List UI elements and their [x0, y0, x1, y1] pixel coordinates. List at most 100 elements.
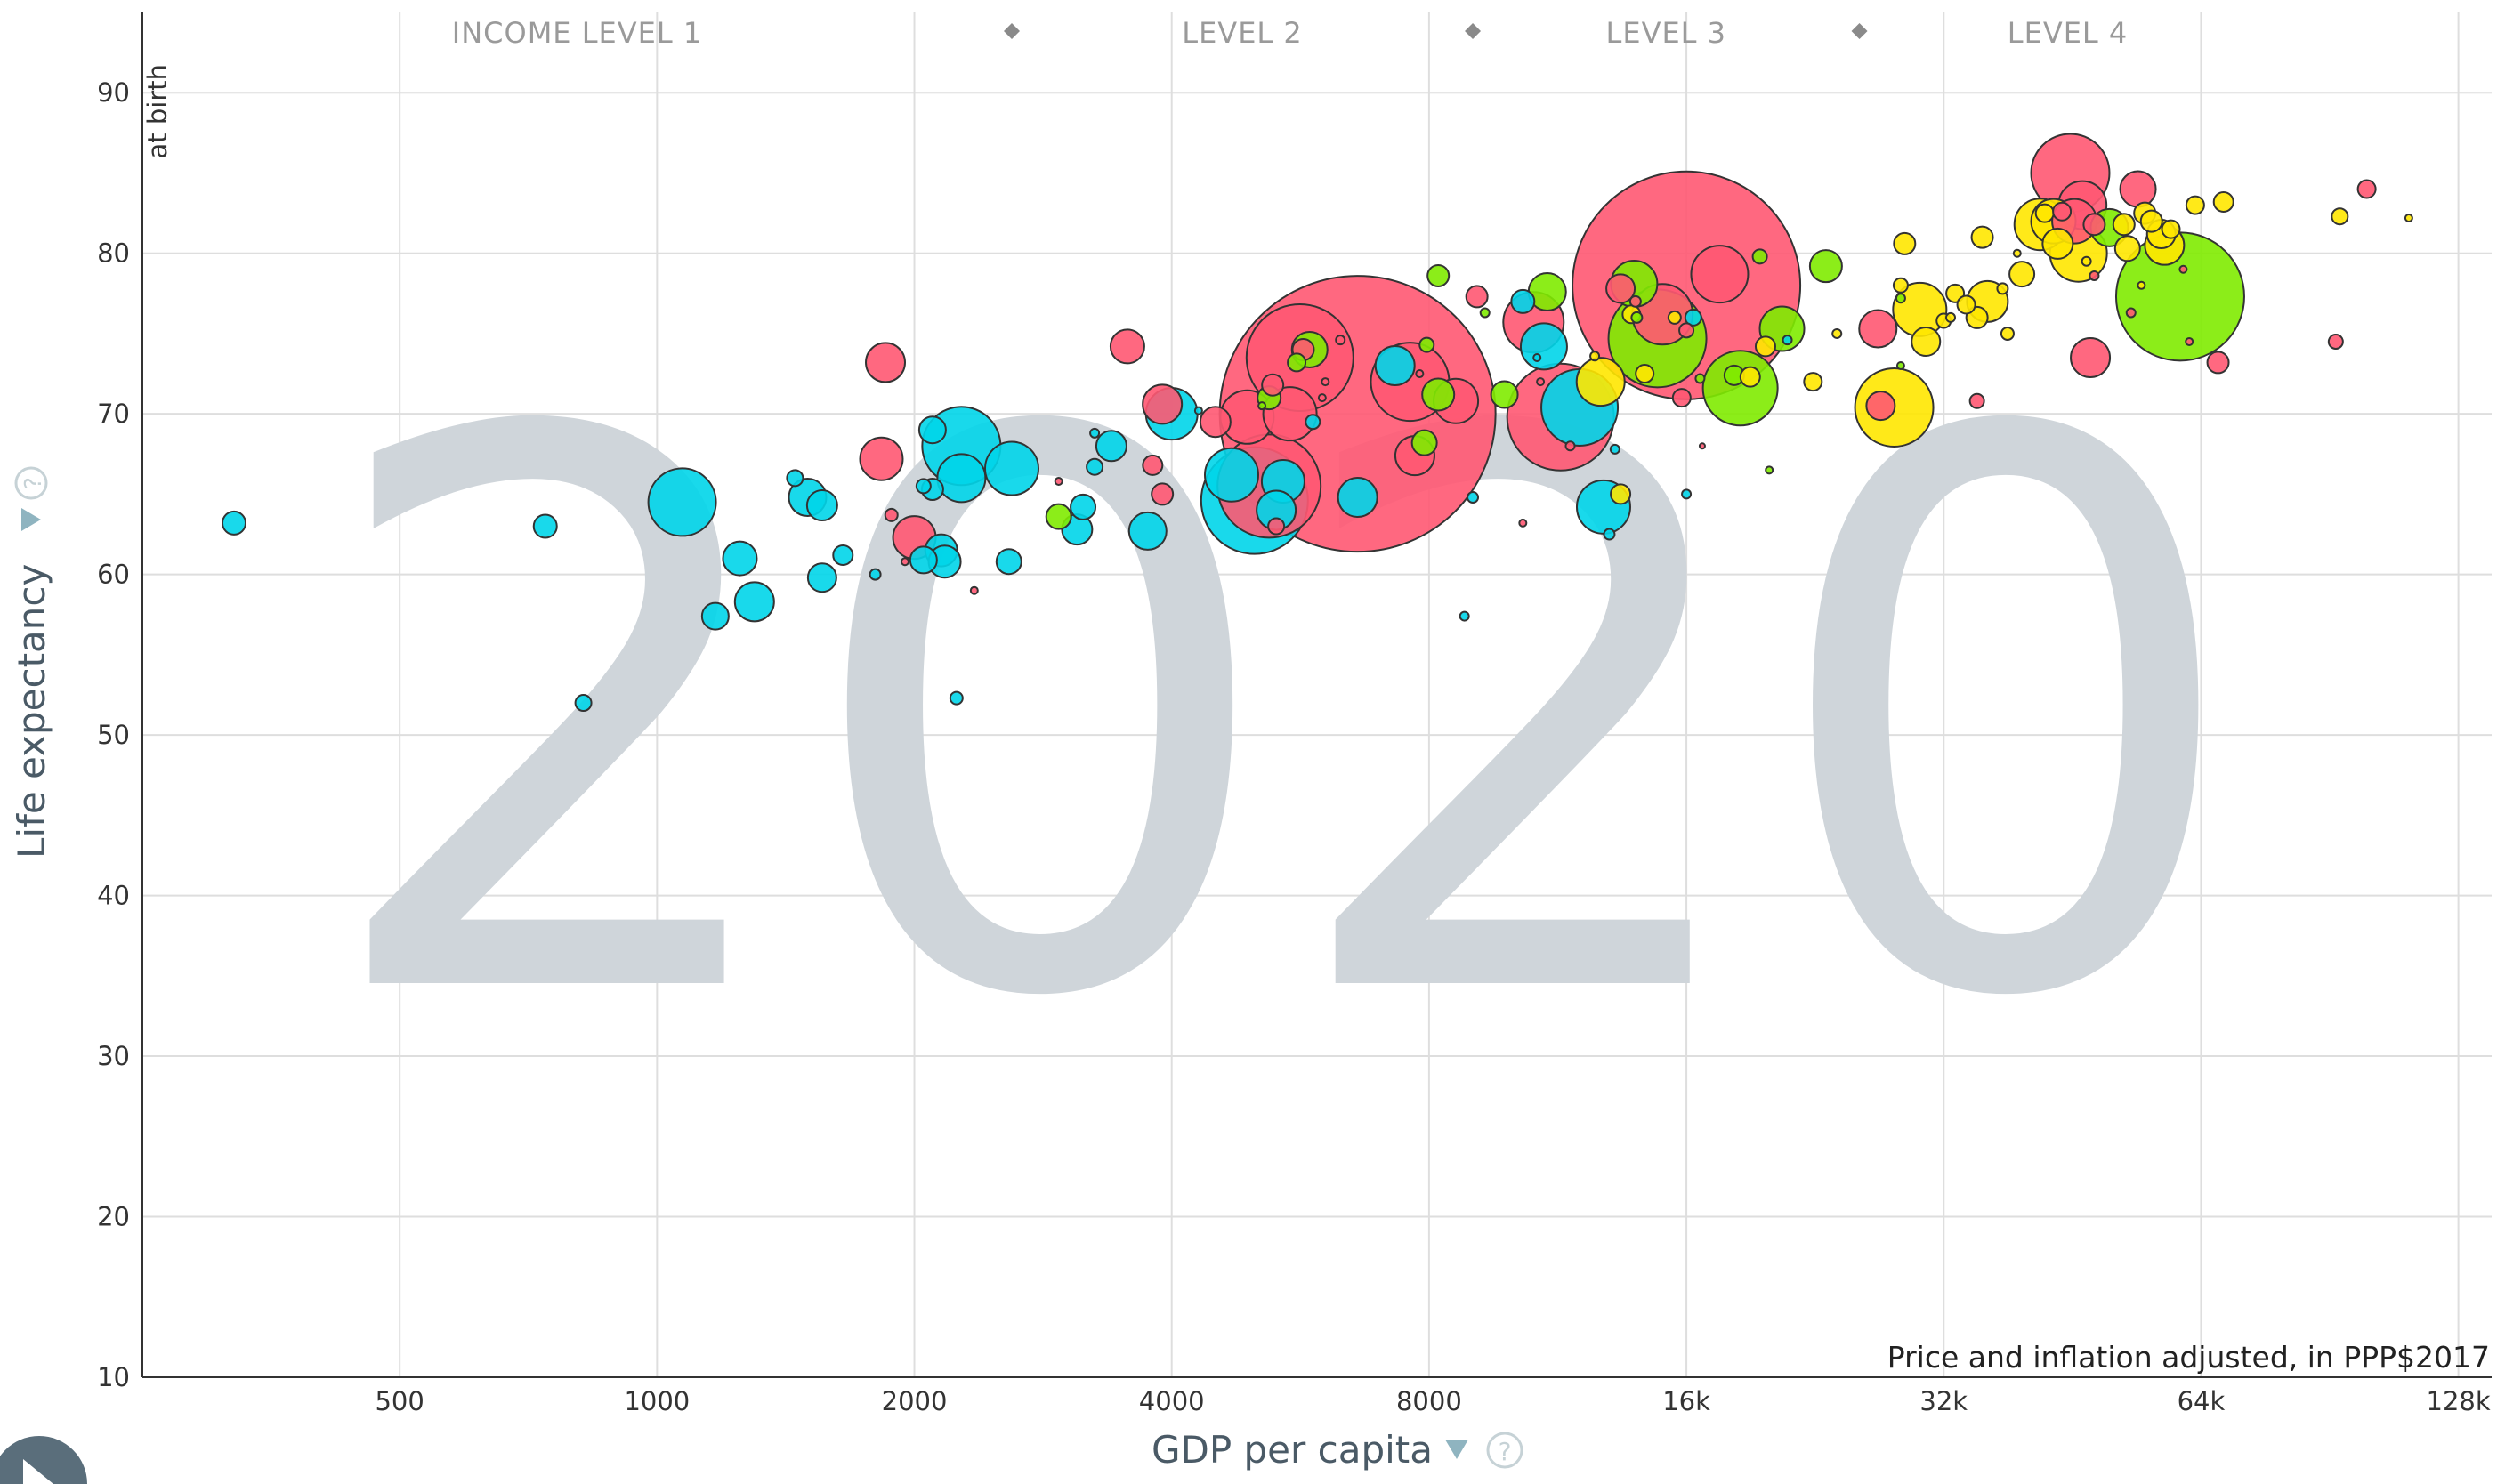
bubble[interactable]: [2008, 261, 2036, 288]
play-icon[interactable]: [23, 1459, 53, 1484]
bubble[interactable]: [805, 489, 838, 522]
bubble[interactable]: [1603, 528, 1616, 541]
bubble[interactable]: [1203, 447, 1259, 503]
bubble[interactable]: [2327, 333, 2344, 350]
bubble[interactable]: [1261, 373, 1285, 397]
bubble[interactable]: [2082, 213, 2106, 237]
bubble[interactable]: [1956, 294, 1976, 315]
bubble[interactable]: [1467, 491, 1480, 504]
bubble[interactable]: [1698, 442, 1706, 450]
bubble[interactable]: [1267, 517, 1286, 536]
bubble[interactable]: [1754, 335, 1776, 358]
bubble[interactable]: [1575, 357, 1626, 407]
bubble[interactable]: [1127, 511, 1168, 551]
bubble[interactable]: [1678, 322, 1695, 339]
bubble[interactable]: [1199, 406, 1232, 439]
bubble[interactable]: [1858, 309, 1898, 349]
bubble[interactable]: [1086, 457, 1104, 476]
bubble[interactable]: [1701, 350, 1779, 427]
bubble[interactable]: [1911, 326, 1942, 357]
bubble[interactable]: [1893, 231, 1917, 255]
bubble[interactable]: [915, 478, 932, 495]
bubble[interactable]: [1694, 373, 1706, 384]
bubble[interactable]: [722, 540, 758, 577]
bubble[interactable]: [1564, 440, 1576, 452]
bubble[interactable]: [2185, 195, 2205, 215]
bubble[interactable]: [1667, 310, 1682, 325]
bubble[interactable]: [2331, 207, 2349, 226]
x-axis-help-icon[interactable]: ?: [1486, 1432, 1523, 1469]
bubble[interactable]: [1193, 406, 1203, 415]
bubble[interactable]: [969, 585, 979, 595]
bubble[interactable]: [2041, 227, 2074, 260]
bubble[interactable]: [909, 545, 938, 575]
bubble[interactable]: [917, 415, 947, 445]
bubble[interactable]: [2161, 219, 2181, 239]
bubble[interactable]: [1337, 477, 1378, 519]
bubble[interactable]: [1142, 454, 1164, 476]
bubble[interactable]: [1287, 352, 1307, 373]
bubble[interactable]: [1532, 353, 1542, 363]
bubble[interactable]: [2089, 270, 2100, 281]
bubble[interactable]: [1970, 225, 1994, 249]
bubble[interactable]: [1374, 345, 1416, 387]
bubble[interactable]: [936, 453, 987, 504]
bubble[interactable]: [2125, 307, 2137, 319]
bubble[interactable]: [2052, 201, 2073, 222]
bubble[interactable]: [2000, 326, 2015, 341]
bubble[interactable]: [221, 510, 246, 536]
bubble[interactable]: [859, 436, 904, 481]
x-axis-dropdown-icon[interactable]: [1445, 1440, 1468, 1459]
bubble[interactable]: [700, 601, 730, 631]
bubble[interactable]: [1421, 377, 1456, 412]
bubble[interactable]: [1605, 273, 1636, 304]
bubble[interactable]: [1684, 308, 1702, 327]
bubble[interactable]: [865, 342, 907, 383]
bubble[interactable]: [1671, 388, 1692, 408]
bubble[interactable]: [832, 544, 854, 566]
bubble[interactable]: [900, 557, 909, 567]
y-axis-dropdown-icon[interactable]: [21, 508, 41, 531]
bubble[interactable]: [884, 507, 899, 522]
bubble[interactable]: [1751, 248, 1768, 265]
bubble[interactable]: [1257, 401, 1267, 411]
y-axis-help-icon[interactable]: ?: [14, 466, 48, 500]
bubble[interactable]: [2113, 235, 2141, 262]
bubble[interactable]: [1628, 294, 1642, 308]
x-axis-title-group[interactable]: GDP per capita ?: [1152, 1428, 1523, 1472]
income-boundary-marker[interactable]: [1851, 23, 1868, 39]
bubble[interactable]: [1510, 288, 1536, 314]
bubble[interactable]: [733, 581, 775, 623]
bubble[interactable]: [1410, 429, 1438, 456]
bubble[interactable]: [1892, 277, 1909, 294]
bubble[interactable]: [1151, 482, 1175, 506]
play-button[interactable]: [0, 1436, 87, 1484]
bubble[interactable]: [2356, 179, 2377, 199]
bubble[interactable]: [1045, 503, 1072, 530]
bubble[interactable]: [2070, 337, 2112, 379]
bubble[interactable]: [1095, 430, 1127, 463]
bubble[interactable]: [983, 440, 1039, 496]
bubble[interactable]: [1610, 483, 1632, 505]
bubble[interactable]: [1321, 377, 1330, 387]
bubble[interactable]: [1089, 427, 1101, 439]
bubble[interactable]: [2119, 170, 2157, 208]
bubble[interactable]: [574, 694, 593, 713]
bubble[interactable]: [1070, 493, 1097, 520]
bubble[interactable]: [1968, 392, 1985, 409]
bubble[interactable]: [1479, 307, 1491, 319]
bubble[interactable]: [1895, 361, 1905, 371]
bubble[interactable]: [1465, 285, 1489, 309]
bubble[interactable]: [1690, 245, 1750, 304]
bubble[interactable]: [2081, 255, 2092, 267]
bubble[interactable]: [1519, 322, 1568, 371]
bubble[interactable]: [2206, 351, 2230, 375]
bubble[interactable]: [1109, 328, 1145, 365]
bubble[interactable]: [2112, 213, 2136, 237]
bubble[interactable]: [1317, 393, 1327, 403]
bubble[interactable]: [1630, 311, 1644, 324]
bubble[interactable]: [2137, 280, 2146, 290]
bubble[interactable]: [1415, 369, 1425, 379]
bubble[interactable]: [1945, 311, 1957, 323]
bubble[interactable]: [1681, 488, 1693, 500]
